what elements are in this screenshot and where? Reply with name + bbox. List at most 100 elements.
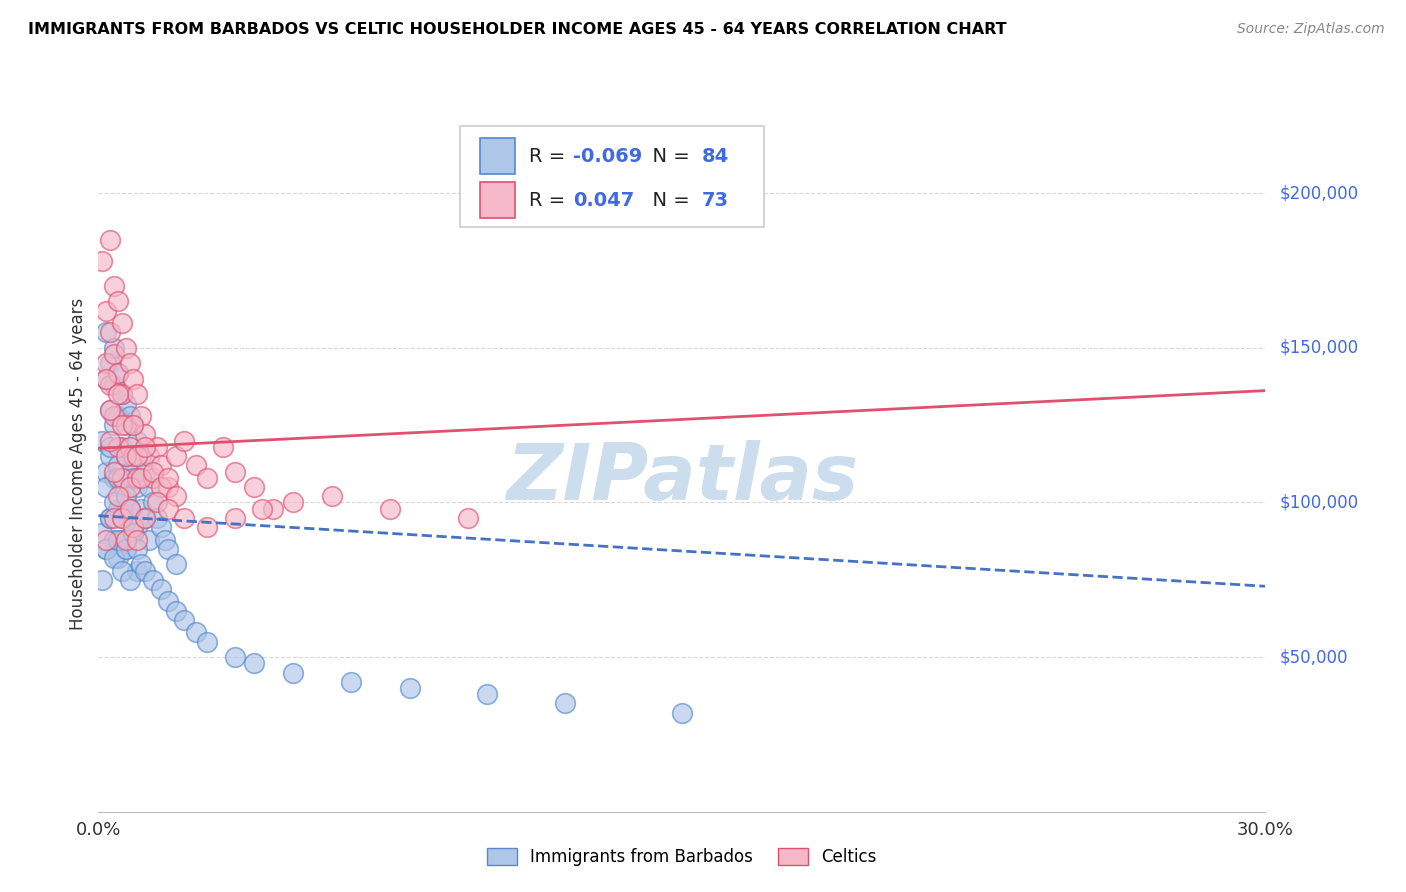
Point: [554, 697, 576, 711]
Point: [127, 480, 149, 494]
Point: [146, 495, 169, 509]
Point: [378, 501, 402, 516]
Point: [138, 533, 160, 547]
Point: [165, 449, 187, 463]
Point: [98, 511, 121, 525]
Point: [111, 533, 134, 547]
Point: [98, 402, 121, 417]
Point: [195, 634, 218, 648]
Point: [118, 356, 141, 370]
Point: [134, 564, 156, 578]
Point: [107, 501, 129, 516]
Point: [195, 520, 218, 534]
Point: [146, 511, 169, 525]
Point: [173, 613, 195, 627]
Point: [146, 440, 169, 454]
FancyBboxPatch shape: [460, 127, 763, 227]
Point: [340, 674, 363, 689]
Point: [127, 541, 149, 556]
Point: [98, 233, 121, 247]
Point: [127, 520, 149, 534]
Point: [114, 533, 136, 547]
Point: [142, 573, 165, 587]
Point: [477, 687, 499, 701]
Point: [153, 533, 176, 547]
Point: [129, 501, 152, 516]
Point: [111, 316, 134, 330]
Point: [114, 495, 136, 509]
Text: $50,000: $50,000: [1279, 648, 1348, 666]
Point: [250, 501, 273, 516]
Point: [134, 511, 156, 525]
Point: [224, 465, 246, 479]
Point: [173, 511, 195, 525]
Point: [107, 471, 129, 485]
Point: [114, 418, 136, 433]
Text: N =: N =: [640, 146, 696, 166]
Point: [134, 465, 156, 479]
Point: [122, 418, 145, 433]
Point: [111, 511, 134, 525]
Point: [98, 378, 121, 392]
Point: [96, 372, 118, 386]
Point: [165, 604, 187, 618]
Point: [184, 458, 207, 473]
Point: [129, 471, 152, 485]
Point: [96, 465, 118, 479]
Text: 73: 73: [702, 191, 728, 210]
Text: 84: 84: [702, 146, 728, 166]
Point: [173, 434, 195, 448]
Point: [142, 495, 165, 509]
Text: $100,000: $100,000: [1279, 493, 1358, 511]
Point: [321, 489, 343, 503]
Point: [98, 356, 121, 370]
Point: [118, 501, 141, 516]
Point: [91, 254, 114, 268]
Text: $150,000: $150,000: [1279, 339, 1358, 357]
Text: 0.047: 0.047: [574, 191, 634, 210]
Point: [129, 558, 152, 572]
Point: [129, 449, 152, 463]
Point: [111, 387, 134, 401]
FancyBboxPatch shape: [479, 182, 515, 219]
Point: [98, 434, 121, 448]
Point: [127, 564, 149, 578]
Point: [114, 449, 136, 463]
Point: [96, 356, 118, 370]
Point: [138, 480, 160, 494]
Point: [165, 489, 187, 503]
Point: [111, 418, 134, 433]
Point: [127, 533, 149, 547]
Point: [127, 449, 149, 463]
Point: [107, 489, 129, 503]
Text: R =: R =: [529, 146, 571, 166]
Point: [114, 541, 136, 556]
Point: [96, 303, 118, 318]
Point: [224, 650, 246, 665]
Point: [224, 511, 246, 525]
Point: [96, 541, 118, 556]
Point: [96, 533, 118, 547]
Point: [111, 480, 134, 494]
Point: [122, 471, 145, 485]
Point: [96, 541, 118, 556]
Point: [107, 387, 129, 401]
Point: [118, 465, 141, 479]
Point: [142, 471, 165, 485]
Point: [103, 418, 125, 433]
Point: [98, 326, 121, 340]
Point: [103, 347, 125, 361]
Point: [96, 480, 118, 494]
Point: [138, 449, 160, 463]
Point: [107, 294, 129, 309]
Point: [111, 564, 134, 578]
Point: [107, 440, 129, 454]
Point: [114, 396, 136, 410]
Point: [111, 471, 134, 485]
Point: [157, 501, 180, 516]
Point: [149, 480, 172, 494]
Point: [118, 409, 141, 423]
Point: [129, 409, 152, 423]
Y-axis label: Householder Income Ages 45 - 64 years: Householder Income Ages 45 - 64 years: [69, 298, 87, 630]
Point: [98, 440, 121, 454]
